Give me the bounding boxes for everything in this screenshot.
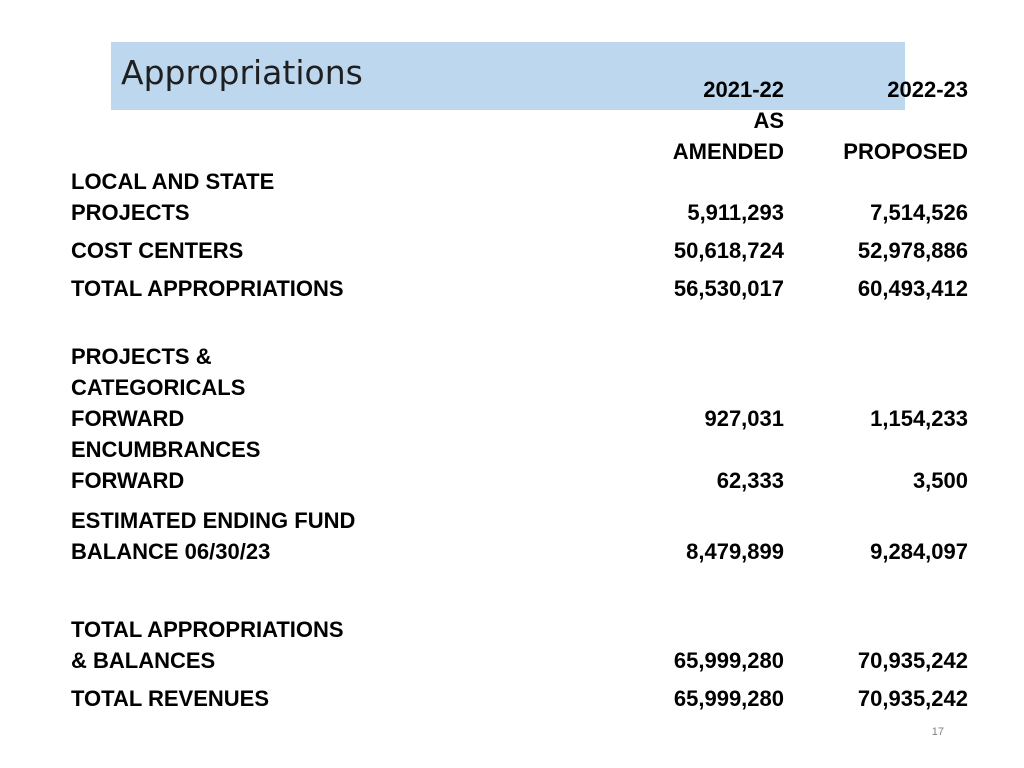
col1-header-as: AS xyxy=(753,108,784,133)
row-label-projects-categoricals-line3: FORWARD xyxy=(71,406,185,431)
row-value-total-appropriations-balances-2021: 65,999,280 xyxy=(673,648,784,673)
page-number: 17 xyxy=(931,726,944,738)
row-label-projects-categoricals: PROJECTS & xyxy=(71,344,212,369)
row-label-cost-centers: COST CENTERS xyxy=(71,238,244,263)
row-label-encumbrances-line2: FORWARD xyxy=(71,468,185,493)
row-label-ending-fund-balance: ESTIMATED ENDING FUND xyxy=(71,508,356,533)
row-value-projects-categoricals-2021: 927,031 xyxy=(704,406,784,431)
row-label-local-state-line2: PROJECTS xyxy=(71,200,190,225)
title-band: Appropriations xyxy=(111,42,905,110)
row-value-local-state-2021: 5,911,293 xyxy=(687,200,784,225)
row-value-cost-centers-2022: 52,978,886 xyxy=(857,238,968,263)
row-value-local-state-2022: 7,514,526 xyxy=(870,200,968,225)
page-title: Appropriations xyxy=(121,53,363,92)
row-value-total-appropriations-balances-2022: 70,935,242 xyxy=(857,648,968,673)
row-label-local-state: LOCAL AND STATE xyxy=(71,169,275,194)
col1-header-amended: AMENDED xyxy=(672,139,784,164)
row-value-total-appropriations-2022: 60,493,412 xyxy=(857,276,968,301)
row-value-total-revenues-2021: 65,999,280 xyxy=(673,686,784,711)
row-label-total-revenues: TOTAL REVENUES xyxy=(71,686,270,711)
row-value-projects-categoricals-2022: 1,154,233 xyxy=(870,406,968,431)
row-label-total-appropriations: TOTAL APPROPRIATIONS xyxy=(71,276,344,301)
row-value-ending-fund-balance-2022: 9,284,097 xyxy=(870,539,968,564)
col1-header-year: 2021-22 xyxy=(703,77,784,102)
row-label-projects-categoricals-line2: CATEGORICALS xyxy=(71,375,246,400)
row-value-ending-fund-balance-2021: 8,479,899 xyxy=(686,539,784,564)
row-value-encumbrances-2022: 3,500 xyxy=(912,468,968,493)
row-label-total-appropriations-balances: TOTAL APPROPRIATIONS xyxy=(71,617,344,642)
row-label-ending-fund-balance-line2: BALANCE 06/30/23 xyxy=(71,539,271,564)
row-value-encumbrances-2021: 62,333 xyxy=(716,468,784,493)
row-value-total-revenues-2022: 70,935,242 xyxy=(857,686,968,711)
col2-header-year: 2022-23 xyxy=(887,77,968,102)
row-value-total-appropriations-2021: 56,530,017 xyxy=(673,276,784,301)
row-label-total-appropriations-balances-line2: & BALANCES xyxy=(71,648,216,673)
col2-header-proposed: PROPOSED xyxy=(843,139,968,164)
row-value-cost-centers-2021: 50,618,724 xyxy=(673,238,784,263)
row-label-encumbrances: ENCUMBRANCES xyxy=(71,437,261,462)
